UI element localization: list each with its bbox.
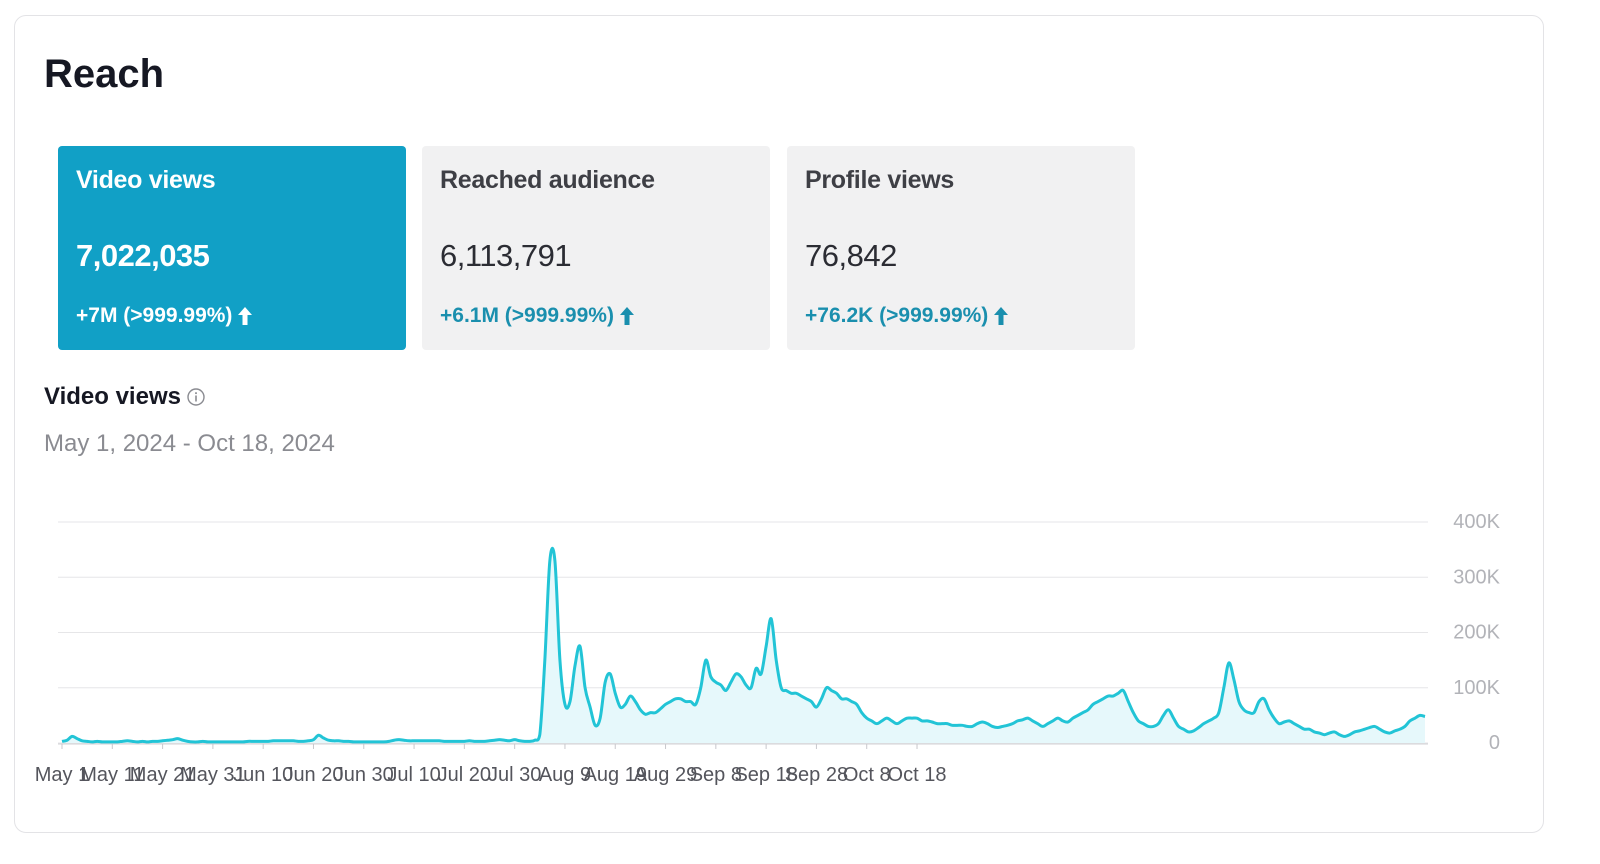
x-tick-label: Sep 18 bbox=[734, 764, 797, 786]
x-tick-label: Oct 8 bbox=[843, 764, 891, 786]
metric-label: Profile views bbox=[805, 166, 954, 194]
y-tick-label: 200K bbox=[1453, 622, 1500, 644]
y-tick-label: 300K bbox=[1453, 566, 1500, 588]
x-tick-label: Jun 20 bbox=[283, 764, 343, 786]
x-tick-label: Sep 8 bbox=[690, 764, 742, 786]
arrow-up-icon bbox=[619, 307, 634, 325]
metric-change-text: +6.1M (>999.99%) bbox=[440, 304, 614, 327]
x-tick-label: May 1 bbox=[35, 764, 89, 786]
metric-value: 6,113,791 bbox=[440, 238, 572, 273]
chart-title: Video views bbox=[44, 383, 205, 411]
x-tick-label: Jul 30 bbox=[488, 764, 541, 786]
metric-change: +7M (>999.99%) bbox=[76, 304, 253, 328]
metric-change-text: +7M (>999.99%) bbox=[76, 304, 233, 327]
metric-label: Video views bbox=[76, 166, 216, 194]
x-tick-label: Aug 29 bbox=[634, 764, 697, 786]
x-tick-label: Sep 28 bbox=[785, 764, 848, 786]
x-tick-label: Jul 20 bbox=[438, 764, 491, 786]
y-tick-label: 0 bbox=[1489, 732, 1500, 754]
y-tick-label: 400K bbox=[1453, 511, 1500, 533]
metric-change-text: +76.2K (>999.99%) bbox=[805, 304, 989, 327]
x-tick-label: May 21 bbox=[130, 764, 196, 786]
metric-card-profile-views[interactable]: Profile views 76,842 +76.2K (>999.99%) bbox=[787, 146, 1135, 350]
arrow-up-icon bbox=[994, 307, 1009, 325]
chart-title-text: Video views bbox=[44, 383, 181, 410]
x-tick-label: Jun 30 bbox=[334, 764, 394, 786]
metric-value: 7,022,035 bbox=[76, 238, 210, 273]
page-title: Reach bbox=[44, 52, 165, 96]
arrow-up-icon bbox=[238, 307, 253, 325]
y-tick-label: 100K bbox=[1453, 677, 1500, 699]
x-tick-label: May 11 bbox=[80, 764, 144, 786]
series-line bbox=[61, 546, 1426, 744]
info-icon[interactable] bbox=[187, 388, 205, 406]
x-tick-label: Jul 10 bbox=[387, 764, 440, 786]
metric-label: Reached audience bbox=[440, 166, 655, 194]
metric-card-reached-audience[interactable]: Reached audience 6,113,791 +6.1M (>999.9… bbox=[422, 146, 770, 350]
x-tick-label: May 31 bbox=[180, 764, 246, 786]
metric-change: +6.1M (>999.99%) bbox=[440, 304, 634, 328]
date-range: May 1, 2024 - Oct 18, 2024 bbox=[44, 430, 335, 457]
metric-card-video-views[interactable]: Video views 7,022,035 +7M (>999.99%) bbox=[58, 146, 406, 350]
x-tick-label: Aug 19 bbox=[584, 764, 647, 786]
metric-value: 76,842 bbox=[805, 238, 897, 273]
series-area bbox=[62, 548, 1425, 743]
x-tick-label: Aug 9 bbox=[539, 764, 591, 786]
metric-change: +76.2K (>999.99%) bbox=[805, 304, 1009, 328]
x-tick-label: Jun 10 bbox=[233, 764, 293, 786]
x-tick-label: Oct 18 bbox=[888, 764, 947, 786]
